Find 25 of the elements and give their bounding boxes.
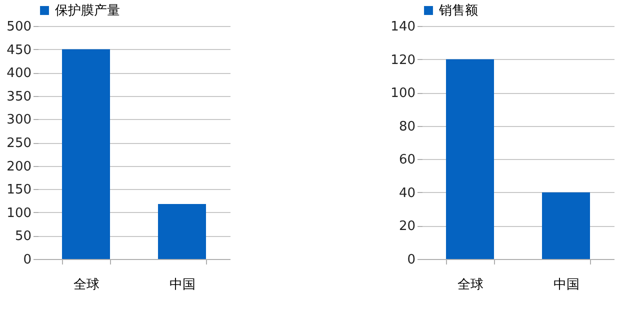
y-tick-label: 20 bbox=[398, 219, 416, 234]
y-tick-label: 0 bbox=[23, 252, 32, 268]
y-tick-label: 100 bbox=[390, 86, 416, 102]
y-tick-label: 450 bbox=[6, 42, 32, 58]
y-tick-label: 150 bbox=[6, 182, 32, 198]
y-tick-label: 50 bbox=[14, 229, 32, 244]
x-tick-label: 中国 bbox=[170, 278, 196, 292]
y-tick-label: 100 bbox=[6, 206, 32, 221]
x-tick-label: 中国 bbox=[554, 278, 580, 292]
y-tick-label: 250 bbox=[6, 136, 32, 151]
y-tick-label: 350 bbox=[6, 89, 32, 104]
legend-label: 销售额 bbox=[438, 4, 478, 18]
y-tick-label: 120 bbox=[390, 52, 416, 68]
y-tick-label: 140 bbox=[390, 20, 416, 34]
y-tick-label: 400 bbox=[6, 66, 32, 82]
y-tick-label: 80 bbox=[398, 119, 416, 134]
y-tick-label: 40 bbox=[398, 186, 416, 201]
legend-label: 保护膜产量 bbox=[55, 4, 120, 18]
y-tick-label: 60 bbox=[398, 152, 416, 168]
y-tick-label: 200 bbox=[6, 159, 32, 174]
y-tick-label: 500 bbox=[6, 20, 32, 34]
y-tick-label: 0 bbox=[407, 252, 416, 268]
x-tick-label: 全球 bbox=[458, 278, 484, 292]
y-tick-label: 300 bbox=[6, 112, 32, 128]
x-tick-label: 全球 bbox=[74, 278, 100, 292]
